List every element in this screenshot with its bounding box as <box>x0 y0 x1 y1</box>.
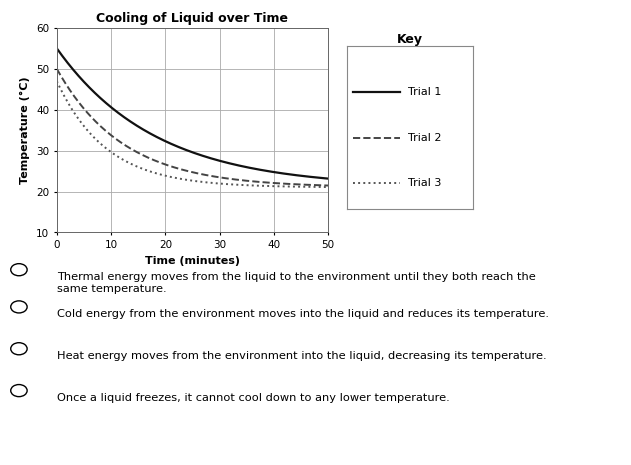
Trial 3 <box>275 184 283 189</box>
Trial 1 <box>200 153 208 159</box>
Trial 1 <box>53 46 61 51</box>
Trial 3 <box>318 184 326 190</box>
Trial 3 <box>200 179 208 185</box>
Text: Heat energy moves from the environment into the liquid, decreasing its temperatu: Heat energy moves from the environment i… <box>57 351 546 361</box>
Trial 2 <box>275 180 283 186</box>
Trial 2 <box>184 168 191 174</box>
Trial 2 <box>182 168 189 173</box>
Trial 2 <box>318 183 326 188</box>
Trial 3 <box>324 184 332 190</box>
Line: Trial 3: Trial 3 <box>57 81 328 187</box>
Trial 1 <box>215 158 222 163</box>
Y-axis label: Temperature (°C): Temperature (°C) <box>20 76 30 184</box>
Trial 2 <box>324 183 332 188</box>
Trial 1 <box>318 175 326 181</box>
Text: Thermal energy moves from the liquid to the environment until they both reach th: Thermal energy moves from the liquid to … <box>57 272 536 293</box>
Trial 3 <box>215 181 222 186</box>
Trial 3 <box>184 177 191 183</box>
Text: Trial 1: Trial 1 <box>408 87 441 97</box>
Trial 3 <box>53 78 61 84</box>
Line: Trial 2: Trial 2 <box>57 69 328 186</box>
Trial 3 <box>182 177 189 182</box>
Text: Trial 2: Trial 2 <box>408 133 441 143</box>
Line: Trial 1: Trial 1 <box>57 48 328 179</box>
Trial 2 <box>53 66 61 72</box>
Text: Key: Key <box>397 33 423 46</box>
Trial 2 <box>200 172 208 177</box>
Trial 2 <box>215 174 222 180</box>
Title: Cooling of Liquid over Time: Cooling of Liquid over Time <box>97 13 288 26</box>
Text: Once a liquid freezes, it cannot cool down to any lower temperature.: Once a liquid freezes, it cannot cool do… <box>57 393 449 403</box>
Trial 1 <box>184 147 191 153</box>
X-axis label: Time (minutes): Time (minutes) <box>145 256 240 266</box>
Trial 1 <box>275 170 283 176</box>
Trial 1 <box>182 147 189 153</box>
Trial 1 <box>324 176 332 181</box>
Text: Cold energy from the environment moves into the liquid and reduces its temperatu: Cold energy from the environment moves i… <box>57 309 549 319</box>
Text: Trial 3: Trial 3 <box>408 178 441 188</box>
